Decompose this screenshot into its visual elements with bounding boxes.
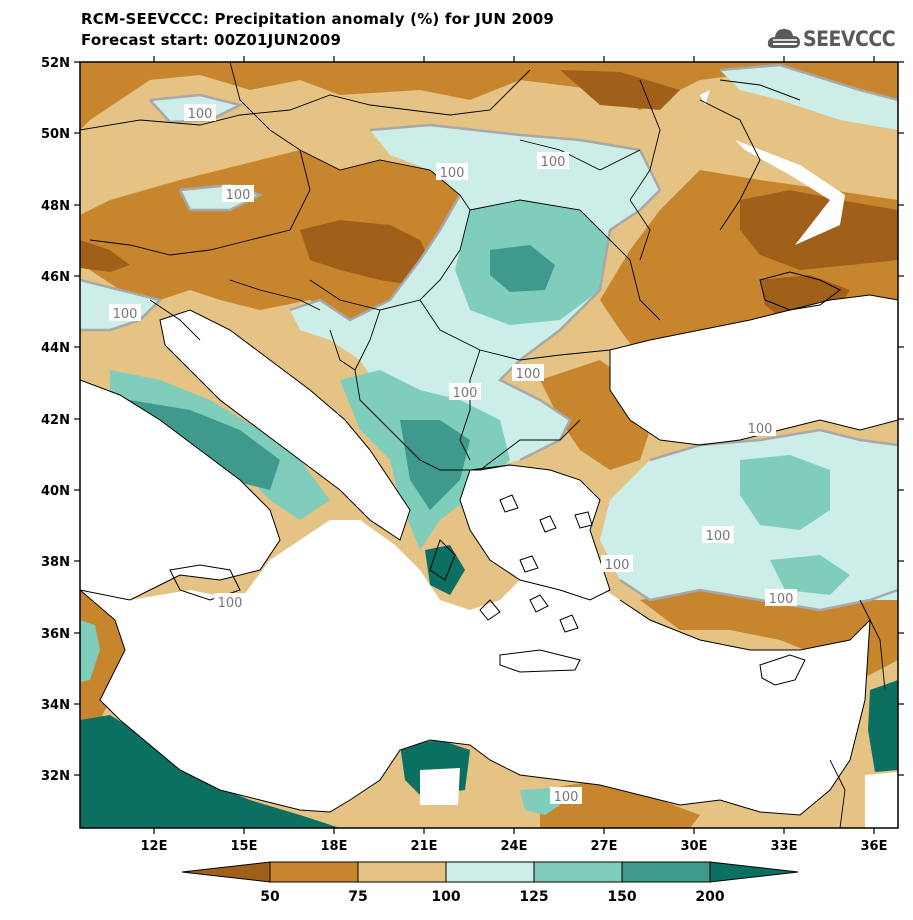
lat-label: 50N	[41, 127, 70, 142]
country-borders	[80, 62, 886, 828]
lat-label: 46N	[41, 270, 70, 285]
lat-label: 38N	[41, 555, 70, 570]
contour-labels: 100 100 100 100 100 100 100 100 100 100 …	[109, 104, 797, 805]
lon-label: 36E	[861, 839, 888, 854]
map-title: RCM-SEEVCCC: Precipitation anomaly (%) f…	[81, 10, 555, 28]
contour-label: 100	[113, 307, 138, 322]
lon-label: 33E	[771, 839, 798, 854]
colorbar-segment	[709, 861, 799, 883]
contour-label: 100	[769, 592, 794, 607]
anomaly-region-below-50	[300, 220, 430, 285]
seevccc-logo: SEEVCCC	[767, 22, 905, 56]
contour-label: 100	[226, 188, 251, 203]
lat-label: 44N	[41, 341, 70, 356]
anomaly-region-150-200	[130, 400, 280, 490]
aegean-sea	[460, 465, 610, 600]
contour-label: 100	[218, 596, 243, 611]
colorbar: 50 75 100 125 150 200	[181, 861, 799, 905]
no-data-patch	[735, 140, 845, 245]
contour-label: 100	[554, 790, 579, 805]
colorbar-label: 100	[431, 889, 460, 905]
contour-label: 100	[453, 386, 478, 401]
no-data-patch	[420, 768, 460, 805]
anomaly-region-above-200	[425, 545, 465, 595]
lat-label: 32N	[41, 769, 70, 784]
map-field: 100 100 100 100 100 100 100 100 100 100 …	[80, 62, 898, 828]
latitude-axis: 52N 50N 48N 46N 44N 42N 40N 38N 36N 34N …	[41, 56, 904, 784]
colorbar-label: 200	[695, 889, 724, 905]
anomaly-region-125-150	[740, 455, 830, 530]
no-data-patch	[700, 90, 710, 105]
tyrrhenian-sea	[80, 380, 280, 600]
contour-label: 100	[188, 107, 213, 122]
colorbar-label: 125	[519, 889, 548, 905]
anomaly-region-above-200	[868, 680, 898, 772]
anomaly-region-above-200	[80, 715, 340, 828]
colorbar-label: 75	[348, 889, 367, 905]
no-data-patch	[865, 772, 898, 828]
map-frame	[79, 61, 899, 829]
lon-label: 24E	[501, 839, 528, 854]
lon-label: 18E	[321, 839, 348, 854]
colorbar-segment	[533, 861, 623, 883]
anomaly-region-150-200	[490, 245, 555, 292]
contour-label: 100	[748, 422, 773, 437]
adriatic-sea	[160, 310, 410, 540]
colorbar-segment	[621, 861, 711, 883]
lon-label: 15E	[231, 839, 258, 854]
contour-lines-100	[80, 63, 898, 612]
coastlines	[80, 79, 898, 816]
colorbar-segment	[269, 861, 359, 883]
colorbar-segment	[181, 861, 271, 883]
cloud-icon	[767, 29, 800, 48]
longitude-axis: 12E 15E 18E 21E 24E 27E 30E 33E 36E	[141, 56, 888, 854]
anomaly-region-150-200	[400, 420, 470, 510]
lat-label: 42N	[41, 413, 70, 428]
anomaly-region-below-50	[80, 240, 130, 272]
contour-label: 100	[440, 166, 465, 181]
contour-label: 100	[706, 529, 731, 544]
forecast-start-label: Forecast start: 00Z01JUN2009	[81, 31, 342, 49]
lat-label: 48N	[41, 199, 70, 214]
colorbar-label: 50	[260, 889, 280, 905]
anomaly-region-50-75	[80, 62, 898, 130]
lat-label: 52N	[41, 56, 70, 71]
lon-label: 21E	[411, 839, 438, 854]
anomaly-region-125-150	[80, 620, 100, 682]
colorbar-segment	[357, 861, 447, 883]
contour-label: 100	[516, 367, 541, 382]
anomaly-region-below-50	[560, 70, 680, 110]
lat-label: 34N	[41, 698, 70, 713]
lon-label: 27E	[591, 839, 618, 854]
anomaly-region-125-150	[770, 555, 850, 595]
black-sea	[610, 295, 898, 445]
lon-label: 30E	[681, 839, 708, 854]
contour-label: 100	[541, 155, 566, 170]
contour-label: 100	[605, 558, 630, 573]
colorbar-segment	[445, 861, 535, 883]
lon-label: 12E	[141, 839, 168, 854]
lat-label: 36N	[41, 627, 70, 642]
anomaly-region-100-125	[720, 65, 898, 130]
lat-label: 40N	[41, 484, 70, 499]
logo-text: SEEVCCC	[803, 27, 896, 51]
ionian-mediterranean-sea	[80, 520, 870, 815]
colorbar-label: 150	[607, 889, 636, 905]
